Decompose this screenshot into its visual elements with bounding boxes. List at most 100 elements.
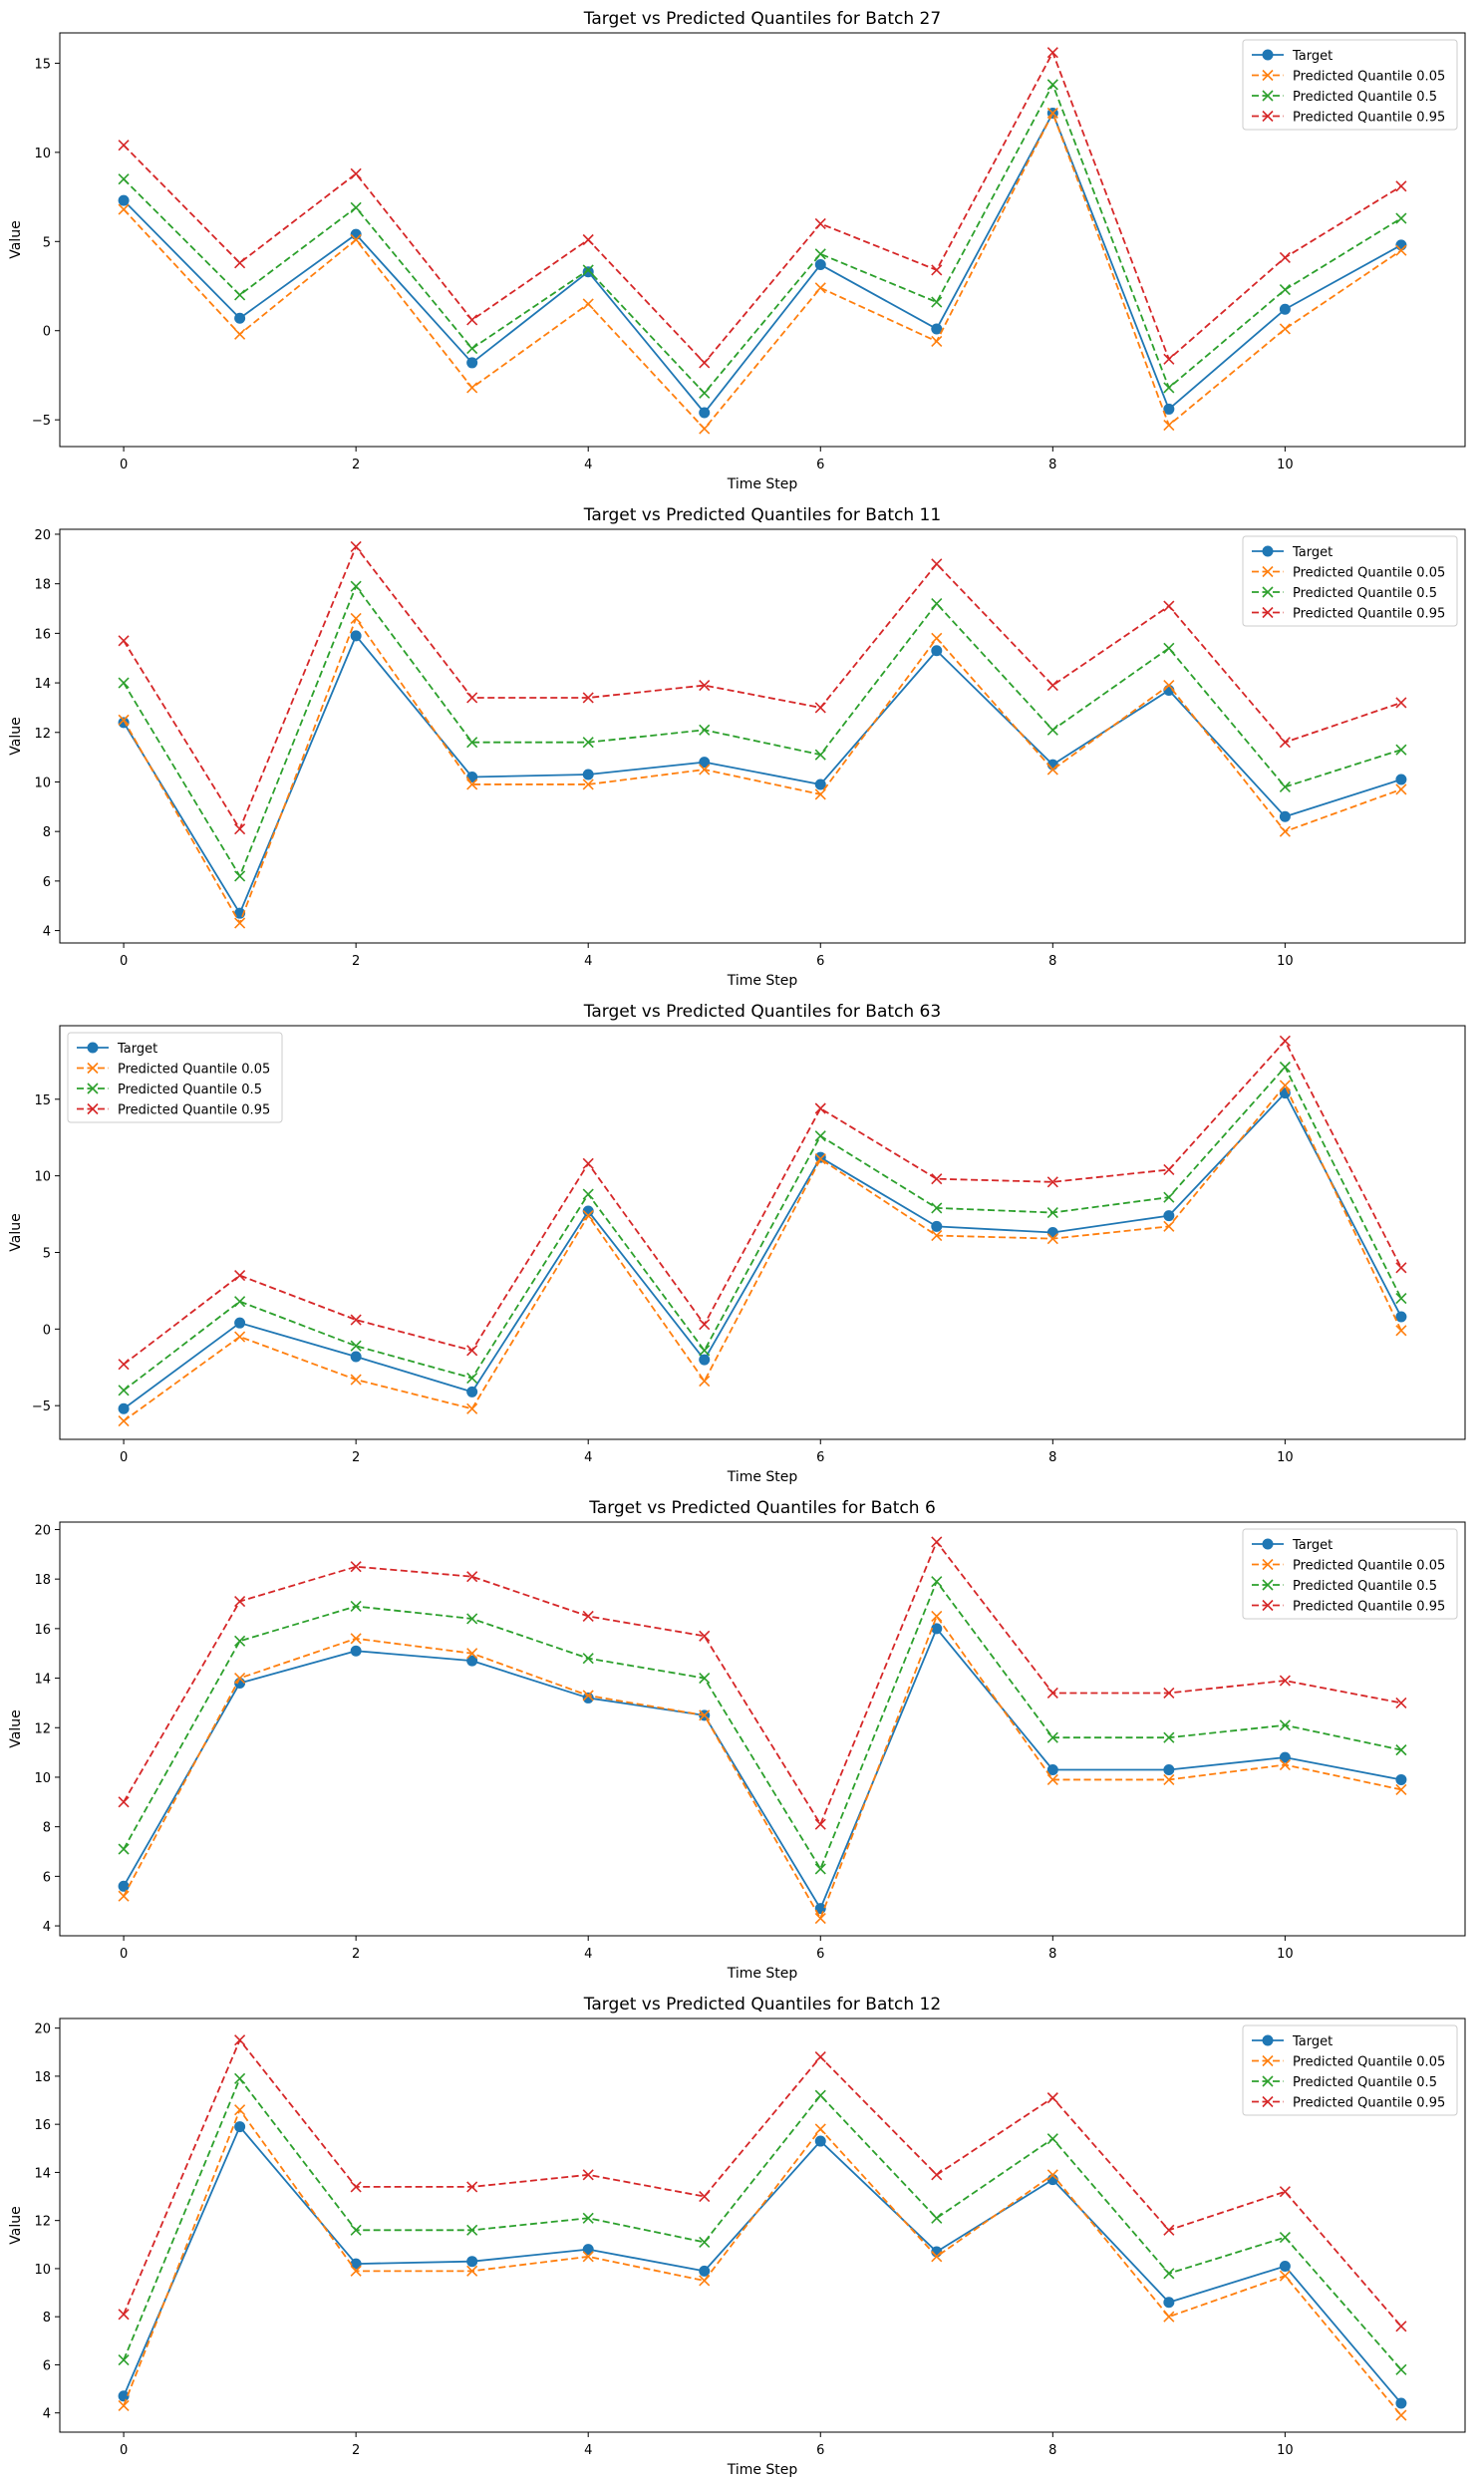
legend-marker <box>1262 90 1274 102</box>
data-point-x <box>466 1372 478 1385</box>
data-point-x <box>582 233 594 246</box>
legend-marker <box>87 1083 99 1094</box>
series-line <box>123 83 1402 395</box>
data-point-x <box>1046 679 1058 692</box>
data-point <box>582 266 594 278</box>
axes-frame <box>59 1025 1466 1440</box>
x-tick-label: 4 <box>584 954 592 969</box>
chart-panel-2: Target vs Predicted Quantiles for Batch … <box>8 505 1466 989</box>
legend-marker <box>1262 2075 1274 2087</box>
data-point <box>466 357 478 369</box>
x-tick-label: 10 <box>1277 1450 1294 1465</box>
data-point-x <box>814 1153 826 1165</box>
y-tick-label: 0 <box>43 325 51 340</box>
series-line <box>123 51 1402 364</box>
data-point-x <box>350 1340 362 1352</box>
data-point-x <box>1279 737 1291 749</box>
y-tick-label: −5 <box>32 414 51 429</box>
y-tick-label: 14 <box>34 677 51 692</box>
data-point-x <box>234 1595 246 1608</box>
data-point-x <box>814 749 826 761</box>
series-line <box>123 1627 1402 1910</box>
data-point-x <box>350 201 362 213</box>
data-point-x <box>814 2123 826 2135</box>
series-predicted-quantile-0-95 <box>118 1035 1407 1371</box>
data-point-x <box>699 357 711 369</box>
legend-marker <box>1262 606 1274 619</box>
y-tick-label: 16 <box>34 627 51 642</box>
data-point-x <box>234 1672 246 1685</box>
legend-label: Predicted Quantile 0.95 <box>1293 2096 1445 2111</box>
x-tick-label: 2 <box>352 2443 360 2458</box>
data-point-x <box>1395 697 1407 709</box>
y-tick-label: 5 <box>43 1246 51 1261</box>
data-point-x <box>931 2169 943 2181</box>
data-point <box>1395 239 1407 251</box>
data-point-x <box>699 2275 711 2287</box>
data-point-x <box>814 1863 826 1875</box>
series-target <box>118 2121 1407 2409</box>
data-point-x <box>1279 2186 1291 2198</box>
x-tick-label: 6 <box>816 1947 824 1962</box>
data-point-x <box>814 1130 826 1142</box>
series-line <box>123 112 1402 431</box>
data-point <box>582 2244 594 2256</box>
series-line <box>123 617 1402 925</box>
x-axis-label: Time Step <box>727 2462 798 2478</box>
x-tick-label: 2 <box>352 458 360 472</box>
data-point-x <box>1163 1163 1175 1176</box>
data-point <box>931 1623 943 1635</box>
data-point <box>1163 2297 1175 2309</box>
data-point-x <box>1395 1744 1407 1756</box>
series-line <box>123 112 1402 414</box>
data-point-x <box>699 2236 711 2248</box>
data-point <box>699 2265 711 2277</box>
y-axis-label: Value <box>8 717 24 755</box>
x-tick-label: 10 <box>1277 954 1294 969</box>
data-point <box>350 630 362 642</box>
x-tick-label: 2 <box>352 1450 360 1465</box>
data-point-x <box>1046 2169 1058 2181</box>
data-point <box>931 1220 943 1232</box>
series-predicted-quantile-0-95 <box>118 540 1407 835</box>
x-tick-label: 6 <box>816 458 824 472</box>
x-tick-label: 8 <box>1048 1450 1056 1465</box>
chart-panel-5: Target vs Predicted Quantiles for Batch … <box>8 1995 1466 2478</box>
data-point-x <box>1279 2231 1291 2244</box>
data-point-x <box>1163 1731 1175 1743</box>
data-point-x <box>466 1345 478 1357</box>
data-point-x <box>931 1610 943 1622</box>
data-point-x <box>1395 1697 1407 1708</box>
data-point-x <box>350 1561 362 1573</box>
data-point <box>350 1351 362 1363</box>
data-point <box>1163 403 1175 415</box>
legend-label: Predicted Quantile 0.05 <box>1293 70 1445 85</box>
data-point-x <box>466 2224 478 2236</box>
data-point-x <box>1279 1675 1291 1687</box>
x-tick-label: 8 <box>1048 954 1056 969</box>
data-point-x <box>699 1672 711 1685</box>
legend-label: Predicted Quantile 0.05 <box>1293 566 1445 581</box>
data-point-x <box>1046 47 1058 59</box>
series-predicted-quantile-0-5 <box>118 580 1407 882</box>
data-point-x <box>1163 419 1175 432</box>
legend-marker <box>1262 565 1274 578</box>
legend: Target Predicted Quantile 0.05 Predicted Q… <box>1242 2024 1458 2116</box>
series-line <box>123 1085 1402 1422</box>
data-point <box>118 2390 130 2402</box>
y-tick-label: 16 <box>34 2118 51 2133</box>
data-point <box>1395 1311 1407 1323</box>
data-point <box>931 323 943 335</box>
chart-title: Target vs Predicted Quantiles for Batch … <box>583 1995 941 2015</box>
data-point-x <box>1395 744 1407 756</box>
y-tick-label: 20 <box>34 1523 51 1538</box>
legend-label: Predicted Quantile 0.5 <box>1293 586 1437 601</box>
data-point-x <box>234 1269 246 1282</box>
data-point-x <box>1279 1035 1291 1047</box>
data-point-x <box>1395 244 1407 256</box>
data-point <box>814 2135 826 2147</box>
legend-label: Target <box>1292 49 1333 64</box>
legend-marker <box>1262 2034 1274 2046</box>
data-point-x <box>699 423 711 435</box>
data-point-x <box>699 1345 711 1357</box>
